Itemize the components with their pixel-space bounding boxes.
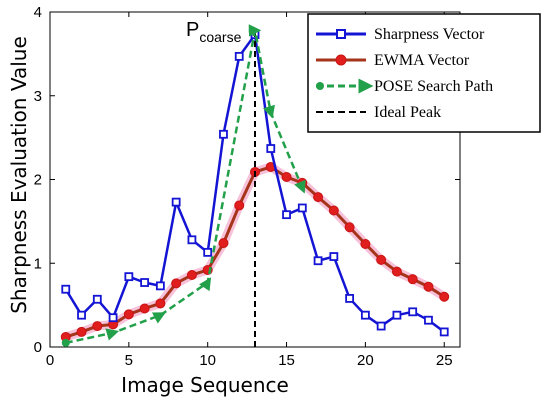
x-axis-label: Image Sequence	[121, 373, 289, 397]
legend-swatch-marker	[336, 29, 346, 39]
y-tick-label: 3	[34, 88, 42, 105]
ewma-vector-point	[423, 281, 434, 292]
ewma-vector-point	[76, 326, 87, 337]
sharpness-vector-point	[124, 272, 134, 282]
y-tick-label: 2	[34, 172, 42, 189]
pose-search-path-line	[65, 24, 306, 345]
legend-swatch-marker	[335, 54, 347, 66]
ewma-vector-point	[344, 222, 355, 233]
x-tick-label: 20	[357, 352, 374, 369]
legend-label: POSE Search Path	[374, 78, 493, 95]
sharpness-vector-point	[77, 310, 86, 320]
sharpness-vector-point	[187, 235, 197, 245]
x-tick-label: 15	[278, 352, 295, 369]
x-tick-label: 0	[46, 352, 54, 369]
x-tick-label: 5	[125, 352, 133, 369]
legend-label: Sharpness Vector	[374, 26, 485, 43]
sharpness-vector-point	[219, 129, 228, 139]
peak-annotation: Pcoarse	[186, 19, 242, 45]
sharpness-vector-point	[424, 315, 433, 325]
sharpness-vector-point	[266, 144, 276, 153]
legend-label: Ideal Peak	[374, 104, 441, 121]
ewma-vector-point	[391, 266, 402, 277]
sharpness-vector-point	[140, 278, 150, 287]
ewma-vector-point	[218, 238, 229, 249]
ewma-vector-point	[155, 298, 166, 309]
ewma-vector-point	[171, 278, 182, 289]
legend-item-pose-search-path: POSE Search Path	[316, 78, 493, 95]
legend-swatch-marker	[316, 82, 324, 90]
sharpness-vector-point	[171, 197, 181, 207]
sharpness-vector-point	[92, 294, 102, 304]
sharpness-vector-point	[392, 310, 402, 320]
legend-label: EWMA Vector	[374, 52, 470, 69]
x-tick-label: 10	[199, 352, 216, 369]
legend-box	[307, 13, 541, 133]
sharpness-vector-point	[345, 294, 355, 303]
ewma-vector-point	[407, 274, 418, 285]
sharpness-vector-point	[360, 310, 370, 320]
y-axis-label: Sharpness Evaluation Value	[7, 36, 31, 314]
pose-search-path-series	[61, 24, 306, 347]
peak-annotation-sub: coarse	[199, 29, 241, 45]
sharpness-vector-point	[234, 51, 244, 61]
sharpness-vector-point	[155, 281, 165, 291]
ewma-vector-point	[186, 269, 197, 280]
x-tick-label: 25	[436, 352, 453, 369]
sharpness-vector-point	[439, 327, 449, 337]
series-layer	[60, 24, 450, 347]
ewma-vector-point	[281, 171, 292, 182]
ewma-vector-point	[123, 309, 134, 320]
ewma-vector-point	[92, 321, 103, 332]
sharpness-vector-point	[108, 313, 118, 323]
sharpness-vector-point	[376, 321, 386, 331]
sharpness-vector-point	[61, 284, 71, 294]
legend: Sharpness Vector EWMA Vector POSE Search P…	[307, 13, 541, 133]
ewma-vector-point	[376, 254, 387, 265]
sharpness-vector-point	[203, 247, 213, 257]
sharpness-vector-point	[297, 203, 307, 213]
legend-item-sharpness-vector: Sharpness Vector	[316, 26, 485, 43]
y-tick-label: 1	[34, 255, 42, 272]
sharpness-vector-point	[329, 252, 339, 261]
ewma-vector-point	[234, 200, 245, 211]
sharpness-vector-point	[282, 210, 291, 220]
ewma-vector-point	[360, 238, 371, 249]
ewma-vector-point	[439, 291, 450, 302]
peak-annotation-main: P	[186, 19, 199, 41]
sharpness-vector-point	[313, 256, 323, 266]
ewma-vector-point	[313, 192, 324, 203]
legend-item-ewma-vector: EWMA Vector	[316, 52, 470, 69]
legend-item-ideal-peak: Ideal Peak	[316, 104, 441, 121]
ewma-vector-point	[328, 205, 339, 216]
y-tick-label: 4	[34, 4, 42, 21]
pose-search-path-start-point	[61, 338, 70, 347]
sharpness-vector-point	[408, 307, 418, 317]
ewma-vector-point	[139, 303, 150, 314]
y-tick-label: 0	[34, 339, 42, 356]
